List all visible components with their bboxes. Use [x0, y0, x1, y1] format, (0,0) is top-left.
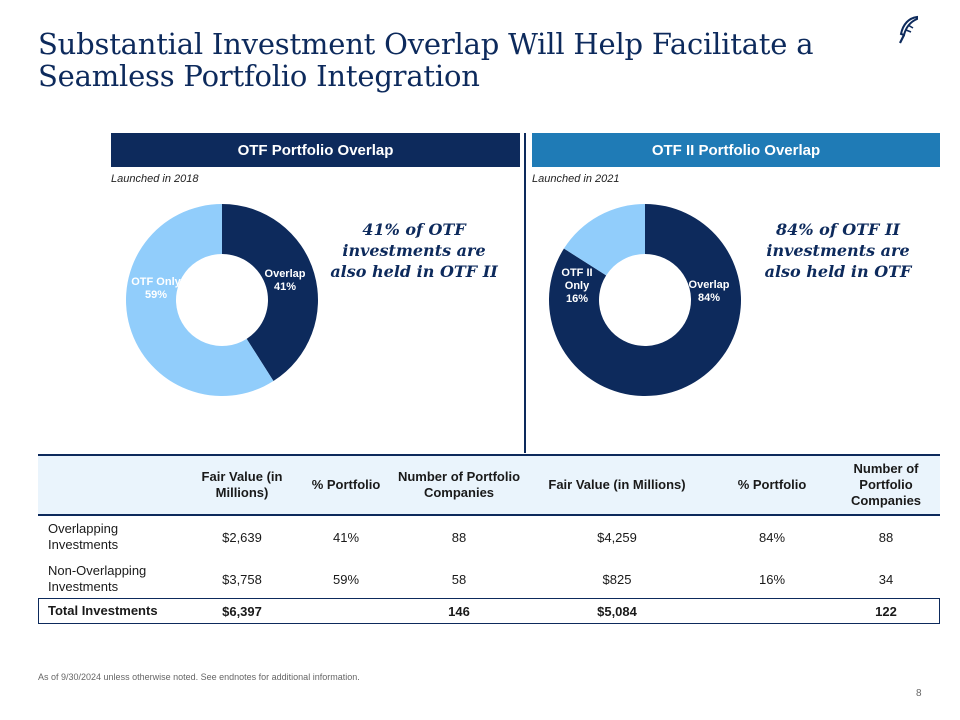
header-otf2-pct-portfolio: % Portfolio — [712, 454, 832, 516]
otf-num-cell: 58 — [451, 571, 467, 587]
header-otf2-num-companies: Number of Portfolio Companies — [832, 454, 940, 516]
otf-total-pct-blank — [296, 600, 396, 622]
header-otf-num-companies: Number of Portfolio Companies — [396, 454, 522, 516]
otf-pct-cell: 59% — [332, 571, 360, 587]
otf2-overlap-donut-chart: Overlap 84% OTF II Only 16% — [549, 204, 741, 396]
otf-total-fair-value: $6,397 — [222, 603, 262, 619]
otf-overlap-pct: 41% — [274, 281, 296, 293]
table-header-row: Fair Value (in Millions) % Portfolio Num… — [38, 454, 940, 516]
otf2-fair-value-cell: $825 — [602, 571, 632, 587]
page-number: 8 — [916, 688, 922, 699]
otf-only-label: OTF Only — [131, 276, 181, 288]
otf2-total-num: 122 — [875, 603, 897, 619]
header-otf-fair-value: Fair Value (in Millions) — [188, 454, 296, 516]
footnote: As of 9/30/2024 unless otherwise noted. … — [38, 672, 360, 682]
otf-pct-cell: 41% — [332, 529, 360, 545]
otf2-only-label-line2: Only — [565, 280, 590, 292]
otf2-slice-otf-ii-only — [563, 204, 645, 276]
otf-overlap-donut-chart: Overlap 41% OTF Only 59% — [126, 204, 319, 396]
otf2-only-label-line1: OTF II — [561, 267, 592, 279]
otf2-num-cell: 34 — [878, 571, 894, 587]
otf-callout: 41% of OTF investments are also held in … — [330, 220, 498, 281]
row-label: Overlapping Investments — [48, 521, 119, 552]
table-row: Non-Overlapping Investments $3,758 59% 5… — [38, 558, 940, 600]
quill-feather-icon — [899, 15, 918, 44]
otf2-overlap-pct: 84% — [698, 292, 720, 304]
header-otf2-fair-value: Fair Value (in Millions) — [522, 454, 712, 516]
otf-launch-note: Launched in 2018 — [111, 173, 199, 185]
page-title: Substantial Investment Overlap Will Help… — [38, 27, 814, 93]
otf2-pct-cell: 84% — [758, 529, 786, 545]
otf-only-pct: 59% — [145, 289, 167, 301]
otf2-total-pct-blank — [712, 600, 832, 622]
total-label: Total Investments — [48, 603, 158, 618]
otf-panel-header: OTF Portfolio Overlap — [111, 133, 520, 167]
otf2-fair-value-cell: $4,259 — [597, 529, 637, 545]
otf2-slice-overlap — [549, 204, 741, 396]
otf2-total-fair-value: $5,084 — [597, 603, 637, 619]
otf-num-cell: 88 — [451, 529, 467, 545]
header-blank — [38, 454, 188, 516]
otf-overlap-label: Overlap — [265, 268, 306, 280]
otf2-num-cell: 88 — [878, 529, 894, 545]
total-row: Total Investments $6,397 146 $5,084 122 — [38, 600, 940, 622]
otf2-callout: 84% of OTF II investments are also held … — [764, 220, 912, 281]
otf2-only-pct: 16% — [566, 293, 588, 305]
panel-divider — [524, 133, 526, 453]
otf-fair-value-cell: $2,639 — [222, 529, 262, 545]
otf-slice-otf-only — [126, 204, 274, 396]
otf2-pct-cell: 16% — [758, 571, 786, 587]
investment-summary-table: Fair Value (in Millions) % Portfolio Num… — [38, 454, 940, 622]
header-otf-pct-portfolio: % Portfolio — [296, 454, 396, 516]
otf-fair-value-cell: $3,758 — [222, 571, 262, 587]
otf2-panel-header: OTF II Portfolio Overlap — [532, 133, 940, 167]
otf-total-num: 146 — [448, 603, 470, 619]
otf-slice-overlap — [222, 204, 319, 382]
otf2-launch-note: Launched in 2021 — [532, 173, 620, 185]
otf2-overlap-label: Overlap — [689, 279, 730, 291]
table-row: Overlapping Investments $2,639 41% 88 $4… — [38, 515, 940, 558]
row-label: Non-Overlapping Investments — [48, 563, 147, 594]
